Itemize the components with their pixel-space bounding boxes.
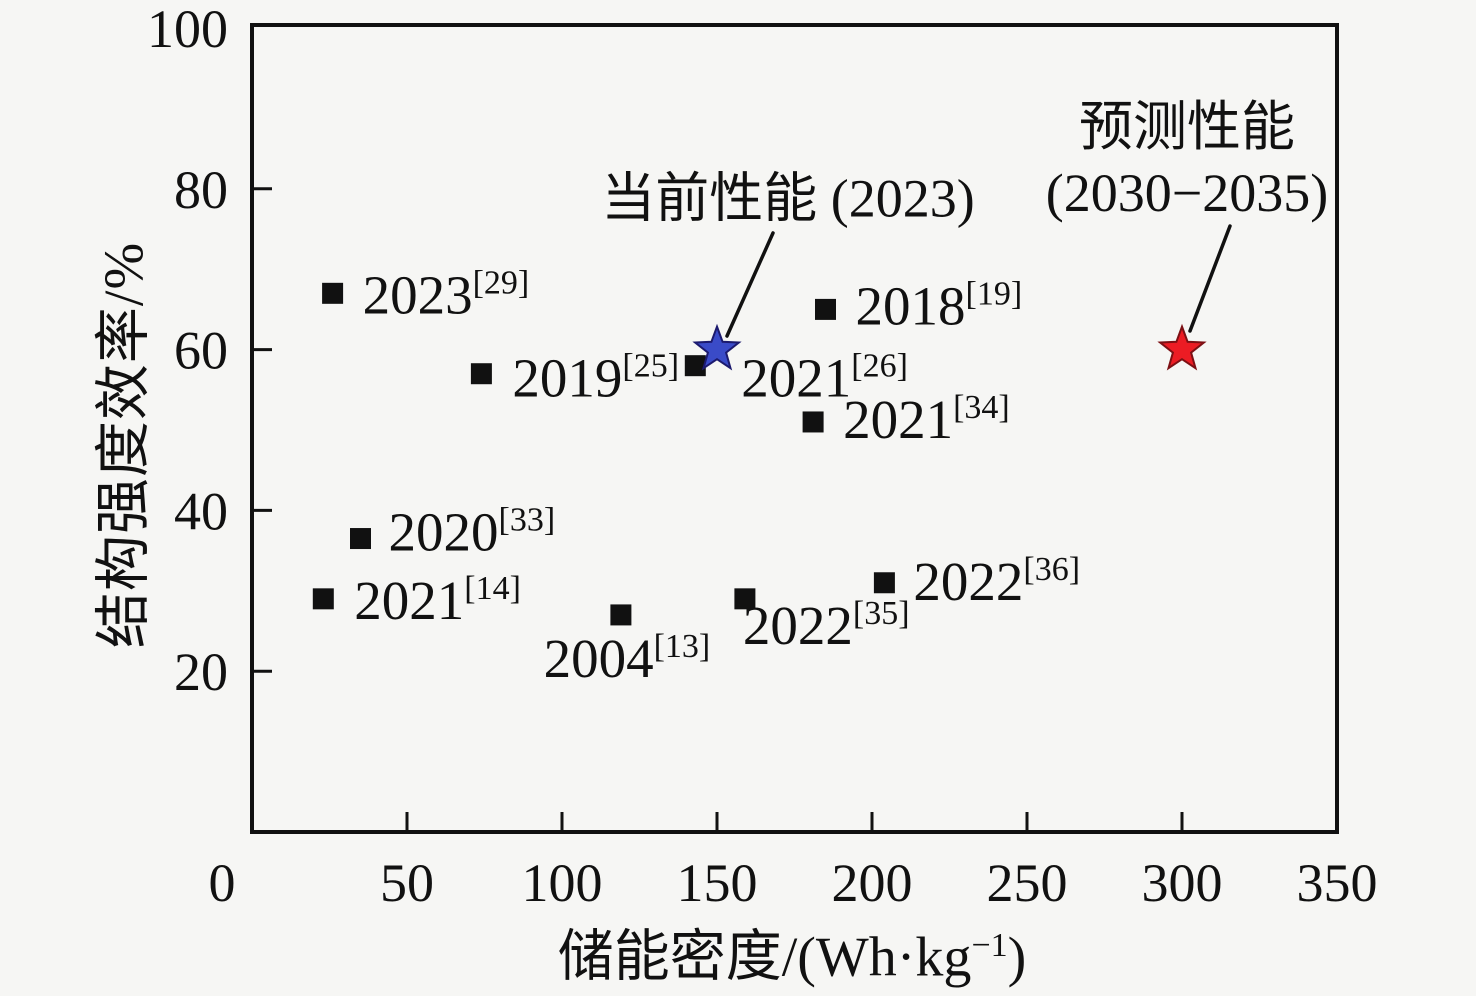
plot-frame	[250, 23, 1339, 834]
current-performance-annotation: 当前性能 (2023)	[601, 168, 975, 229]
y-tick-label: 40	[174, 481, 228, 541]
x-tick-label: 0	[209, 853, 236, 913]
data-point-square	[322, 282, 344, 304]
x-tick-label: 150	[677, 853, 758, 913]
x-tick-label: 350	[1297, 853, 1378, 913]
y-tick-label: 20	[174, 642, 228, 702]
data-point-label: 2022[36]	[913, 551, 1080, 612]
data-point-label: 2004[13]	[544, 628, 711, 689]
data-point-square	[802, 411, 824, 433]
x-axis-title: 储能密度/(Wh·kg−1)	[558, 912, 1027, 993]
predicted-performance-line2: (2030−2035)	[1045, 163, 1329, 223]
data-point-square	[610, 604, 632, 626]
data-point-square	[470, 363, 492, 385]
x-axis-title-close: )	[1007, 926, 1027, 989]
x-axis-title-superscript: −1	[971, 926, 1008, 964]
y-tick-label: 80	[174, 160, 228, 220]
x-axis-title-text: 储能密度/(Wh·kg	[557, 926, 972, 989]
data-point-label: 2019[25]	[512, 348, 679, 409]
x-tick-label: 250	[987, 853, 1068, 913]
x-tick-label: 50	[380, 853, 434, 913]
data-point-square	[684, 355, 706, 377]
data-point-label: 2021[26]	[741, 348, 908, 409]
data-point-square	[815, 298, 836, 320]
data-point-label: 2020[33]	[389, 502, 556, 563]
y-tick-label: 100	[147, 0, 228, 59]
data-point-square	[873, 572, 895, 594]
x-tick-label: 100	[522, 853, 603, 913]
x-tick-label: 200	[832, 853, 913, 913]
predicted-performance-annotation: 预测性能 (2030−2035)	[1046, 94, 1328, 226]
data-point-square	[734, 588, 756, 610]
data-point-label: 2022[35]	[743, 595, 910, 656]
predicted-performance-line1: 预测性能	[1078, 97, 1295, 157]
data-point-square	[312, 588, 334, 610]
current-annotation-leader	[725, 231, 775, 338]
predicted-annotation-leader	[1188, 224, 1232, 333]
data-point-square	[350, 528, 371, 550]
y-axis-title: 结构强度效率/%	[93, 241, 156, 649]
data-point-label: 2021[14]	[354, 570, 521, 631]
y-tick-label: 60	[174, 321, 228, 381]
current-performance-star	[692, 323, 742, 371]
x-tick-label: 300	[1142, 853, 1223, 913]
data-point-label: 2021[34]	[843, 389, 1010, 450]
predicted-performance-star	[1157, 323, 1207, 371]
data-point-label: 2023[29]	[363, 264, 530, 325]
data-point-label: 2018[19]	[856, 275, 1023, 336]
